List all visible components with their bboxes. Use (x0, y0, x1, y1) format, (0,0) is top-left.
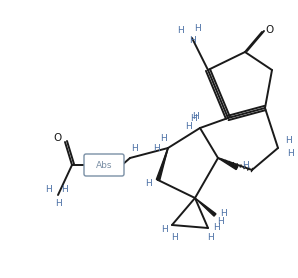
Text: H: H (287, 148, 293, 158)
Text: H: H (160, 133, 166, 143)
Text: H: H (60, 185, 67, 193)
Text: H: H (242, 162, 248, 170)
Text: H: H (217, 217, 224, 225)
Text: H: H (161, 225, 167, 235)
Polygon shape (195, 198, 216, 216)
Text: H: H (285, 135, 291, 145)
Text: H: H (194, 24, 200, 33)
Text: H: H (207, 234, 213, 242)
Polygon shape (156, 148, 168, 180)
Polygon shape (218, 158, 238, 170)
Text: O: O (53, 133, 61, 143)
Text: H: H (177, 26, 183, 34)
Text: Abs: Abs (96, 160, 112, 170)
Text: H: H (189, 36, 195, 44)
FancyBboxPatch shape (84, 154, 124, 176)
Text: H: H (55, 198, 61, 207)
Text: H: H (192, 111, 198, 120)
Text: H: H (220, 208, 226, 217)
Text: H: H (213, 224, 219, 232)
Text: H: H (190, 113, 196, 123)
Text: H: H (185, 121, 191, 130)
Text: H: H (153, 143, 159, 153)
Text: H: H (45, 185, 51, 193)
Text: O: O (266, 25, 274, 35)
Text: H: H (145, 180, 151, 188)
Text: H: H (171, 232, 177, 242)
Text: H: H (131, 143, 137, 153)
